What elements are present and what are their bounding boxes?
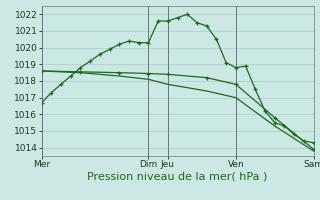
X-axis label: Pression niveau de la mer( hPa ): Pression niveau de la mer( hPa ) xyxy=(87,172,268,182)
